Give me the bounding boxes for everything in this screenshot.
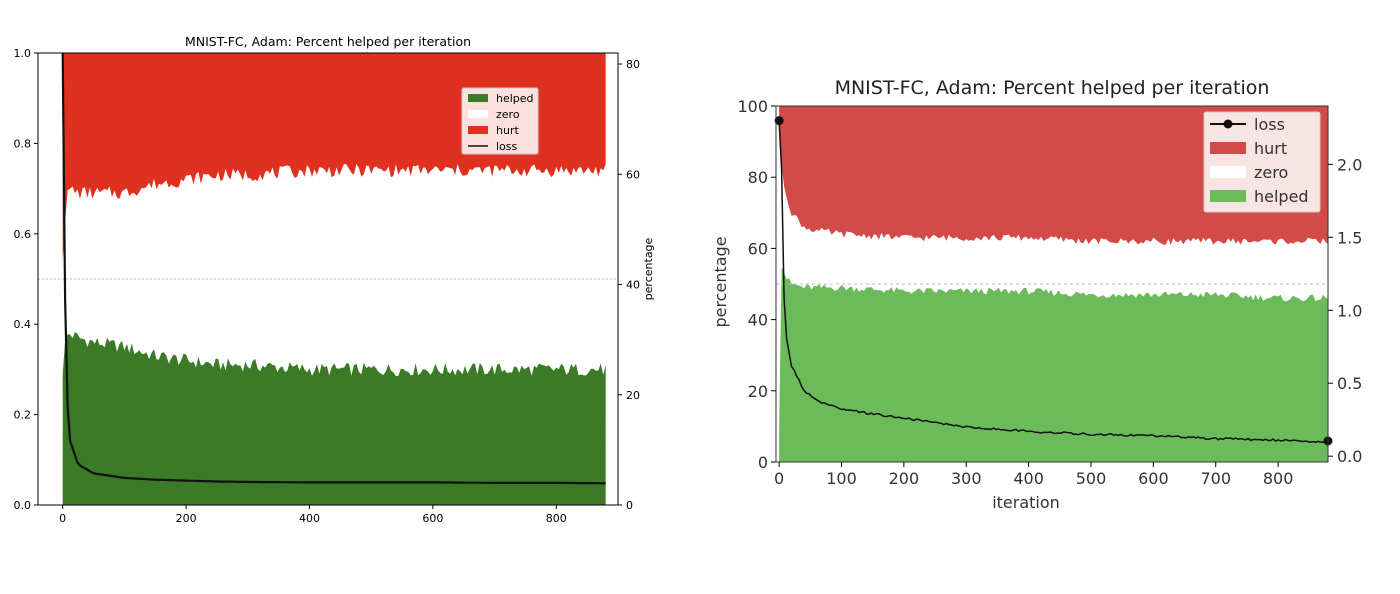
y-right-tick-label: 20 xyxy=(626,389,640,402)
x-tick-label: 0 xyxy=(59,512,66,525)
helped-area xyxy=(779,266,1328,462)
legend-label-loss: loss xyxy=(1254,115,1285,134)
x-tick-label: 200 xyxy=(176,512,197,525)
legend-swatch-zero xyxy=(468,110,488,118)
x-tick-label: 100 xyxy=(826,469,857,488)
legend-label-helped: helped xyxy=(1254,187,1309,206)
loss-marker-start xyxy=(774,116,784,126)
x-tick-label: 800 xyxy=(1263,469,1294,488)
legend-label-zero: zero xyxy=(1254,163,1288,182)
y-right-tick-label: 60 xyxy=(626,168,640,181)
legend-label-loss: loss xyxy=(496,140,518,153)
legend-marker-loss xyxy=(1223,119,1233,129)
legend-frame xyxy=(461,87,539,155)
x-tick-label: 400 xyxy=(1013,469,1044,488)
x-tick-label: 800 xyxy=(546,512,567,525)
y-left-tick-label: 20 xyxy=(748,382,768,401)
legend: helped zero hurt loss xyxy=(461,87,539,155)
helped-area xyxy=(62,331,606,505)
x-tick-label: 400 xyxy=(299,512,320,525)
chart-title: MNIST-FC, Adam: Percent helped per itera… xyxy=(835,77,1270,99)
x-axis-label: iteration xyxy=(992,493,1060,512)
y-right-tick-label: 1.0 xyxy=(1337,301,1362,320)
y-left-tick-label: 0.8 xyxy=(14,137,32,150)
legend-label-helped: helped xyxy=(496,92,534,105)
y-left-axis-label: percentage xyxy=(711,236,730,327)
y-left-tick-label: 80 xyxy=(748,168,768,187)
x-tick-label: 300 xyxy=(951,469,982,488)
y-right-tick-label: 0 xyxy=(626,499,633,512)
legend-swatch-helped xyxy=(468,94,488,102)
loss-line xyxy=(778,120,1329,443)
y-left-tick-label: 1.0 xyxy=(14,47,32,60)
legend-swatch-hurt xyxy=(468,126,488,134)
y-left-tick-label: 40 xyxy=(748,311,768,330)
y-right-tick-label: 0.0 xyxy=(1337,447,1362,466)
hurt-area xyxy=(779,106,1328,245)
y-right-tick-label: 80 xyxy=(626,58,640,71)
legend-label-zero: zero xyxy=(496,108,520,121)
legend-label-hurt: hurt xyxy=(496,124,519,137)
y-left-tick-label: 0.2 xyxy=(14,409,32,422)
legend-swatch-hurt xyxy=(1210,142,1246,154)
plot-frame xyxy=(37,52,619,506)
y-left-tick-label: 60 xyxy=(748,239,768,258)
y-left-tick-label: 0.4 xyxy=(14,318,32,331)
y-left-tick-label: 0 xyxy=(758,453,768,472)
legend-swatch-helped xyxy=(1210,190,1246,202)
y-right-tick-label: 1.5 xyxy=(1337,228,1362,247)
x-tick-label: 200 xyxy=(889,469,920,488)
x-tick-label: 700 xyxy=(1200,469,1231,488)
x-tick-label: 0 xyxy=(774,469,784,488)
y-right-tick-label: 40 xyxy=(626,279,640,292)
legend-frame xyxy=(1203,111,1321,213)
y-left-tick-label: 0.6 xyxy=(14,228,32,241)
chart-title: MNIST-FC, Adam: Percent helped per itera… xyxy=(185,34,471,49)
chart-1: 0 200 400 600 800 0.0 0.2 0.4 0.6 0.8 1.0 0 20 40 60 80… xyxy=(14,34,656,525)
y-left-tick-label: 0.0 xyxy=(14,499,32,512)
x-tick-label: 500 xyxy=(1076,469,1107,488)
y-left-tick-label: 100 xyxy=(737,97,768,116)
y-right-axis-label: percentage xyxy=(642,237,655,300)
chart-2: 0 100 200 300 400 500 600 700 800 0 20 40 60 80 100 0.0… xyxy=(711,77,1362,512)
y-right-tick-label: 0.5 xyxy=(1337,374,1362,393)
x-tick-label: 600 xyxy=(422,512,443,525)
legend-swatch-zero xyxy=(1210,166,1246,178)
x-tick-label: 600 xyxy=(1138,469,1169,488)
loss-line xyxy=(61,52,606,485)
legend: loss hurt zero helped xyxy=(1203,111,1321,213)
plot-frame xyxy=(775,105,1329,463)
legend-label-hurt: hurt xyxy=(1254,139,1287,158)
y-right-tick-label: 2.0 xyxy=(1337,155,1362,174)
